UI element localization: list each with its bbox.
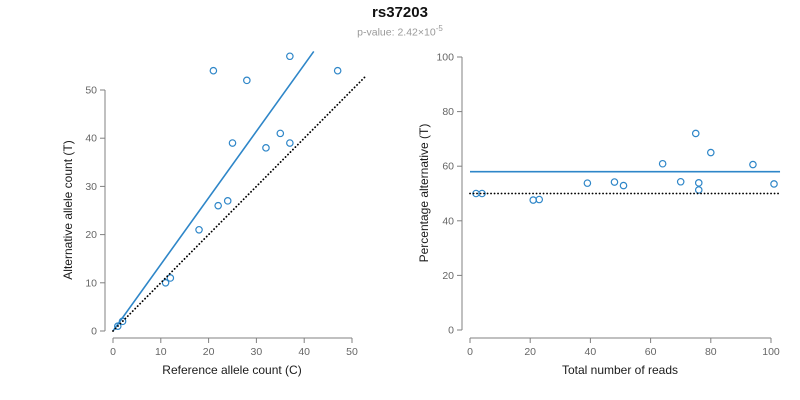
x-tick-label: 40 (585, 346, 597, 358)
y-tick-label: 30 (85, 181, 97, 193)
data-point (223, 197, 232, 205)
x-tick-label: 60 (645, 346, 657, 358)
data-point (749, 160, 757, 169)
x-tick-label: 10 (155, 346, 167, 358)
data-point (658, 159, 667, 168)
y-tick-label: 80 (442, 106, 454, 118)
data-point (619, 181, 628, 190)
x-tick-label: 0 (467, 346, 473, 358)
y-tick-label: 40 (85, 133, 97, 145)
left-plot-y-axis-title: Alternative allele count (T) (61, 140, 75, 279)
data-point (276, 129, 285, 138)
pvalue-text: p-value: 2.42×10 (357, 26, 436, 39)
x-tick-label: 50 (346, 346, 358, 358)
y-tick-label: 0 (448, 325, 454, 337)
identity-line (112, 74, 368, 332)
data-point (535, 195, 544, 204)
x-tick-label: 20 (524, 346, 536, 358)
data-point (694, 186, 703, 194)
data-point (243, 76, 251, 85)
data-point (770, 180, 778, 188)
data-point (691, 129, 700, 138)
pvalue-exponent: -5 (435, 24, 443, 33)
data-point (529, 196, 538, 204)
y-tick-label: 40 (442, 215, 454, 227)
right-plot: 0 20 40 60 80 100 0 20 40 60 80 100 (436, 52, 781, 358)
data-point (286, 52, 294, 61)
y-tick-label: 10 (85, 277, 97, 289)
x-tick-label: 30 (251, 346, 263, 358)
data-point (676, 177, 685, 186)
data-point (694, 179, 703, 187)
y-tick-label: 0 (91, 326, 97, 338)
x-tick-label: 0 (110, 346, 116, 358)
data-point (286, 139, 294, 147)
left-plot: 0 10 20 30 40 50 0 10 20 30 40 50 (85, 50, 368, 358)
data-point (583, 179, 592, 187)
data-point (195, 225, 203, 234)
x-tick-label: 100 (762, 346, 780, 358)
x-tick-label: 80 (705, 346, 717, 358)
data-point (228, 139, 237, 147)
data-point (610, 178, 619, 186)
figure-title: rs37203 (372, 4, 428, 21)
data-point (161, 278, 170, 287)
fitted-ratio-line (112, 50, 315, 332)
right-plot-x-axis-title: Total number of reads (562, 363, 678, 377)
y-tick-label: 20 (85, 229, 97, 241)
y-tick-label: 20 (442, 270, 454, 282)
y-tick-label: 100 (436, 52, 454, 64)
data-point (214, 201, 222, 210)
data-point (209, 66, 218, 75)
y-tick-label: 50 (85, 85, 97, 97)
left-plot-x-axis-title: Reference allele count (C) (162, 363, 301, 377)
right-plot-y-axis-title: Percentage alternative (T) (417, 124, 431, 263)
data-point (262, 144, 270, 152)
data-point (166, 274, 175, 282)
figure-subtitle: p-value: 2.42×10-5 (0, 24, 800, 39)
data-point (333, 66, 342, 75)
y-tick-label: 60 (442, 161, 454, 173)
data-point (706, 148, 715, 157)
x-tick-label: 20 (203, 346, 215, 358)
data-point (478, 189, 486, 198)
x-tick-label: 40 (298, 346, 310, 358)
